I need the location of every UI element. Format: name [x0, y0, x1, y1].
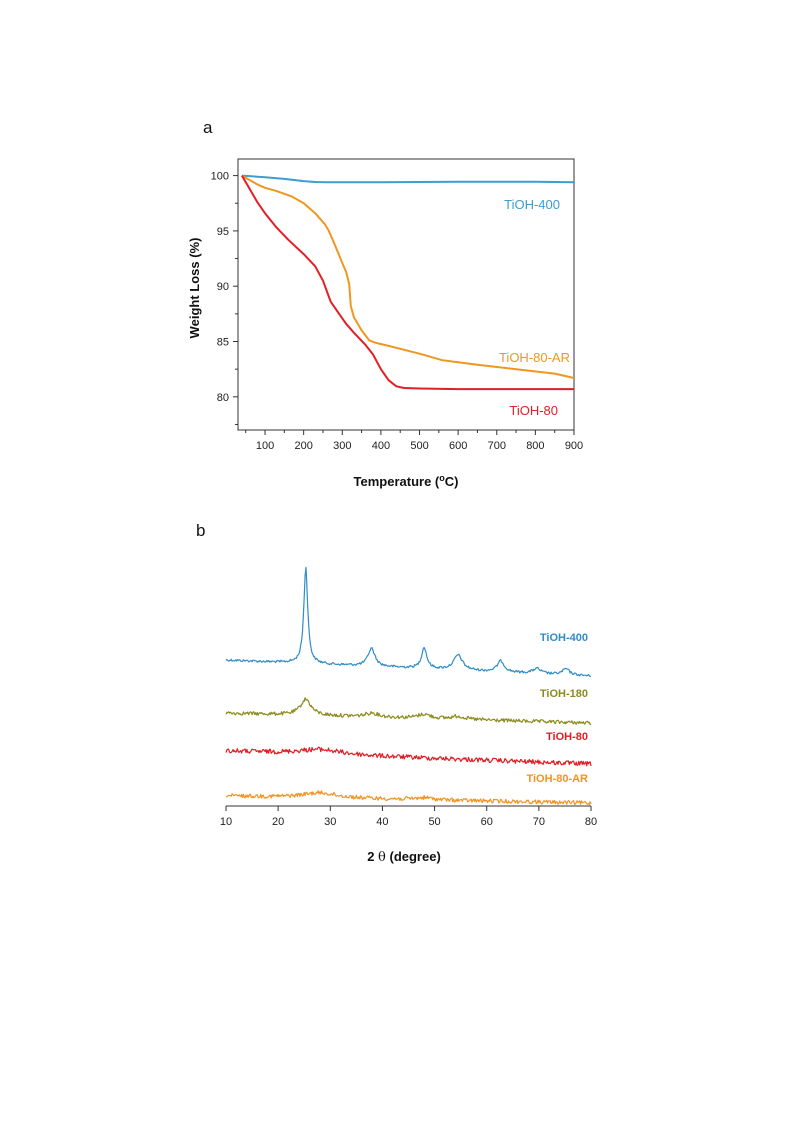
series-line-tioh-80-ar — [241, 174, 575, 379]
panel-a: a 100 200 300 400 500 600 700 800 90080859095100… — [187, 118, 583, 489]
panel-a-plot-frame — [237, 158, 575, 431]
panel-a-letter: a — [203, 118, 213, 137]
panel-a-y-axis-title: Weight Loss (%) — [187, 238, 202, 339]
panel-a-x-tick-label: 900 — [565, 440, 583, 452]
xrd-label-tioh-80: TiOH-80 — [546, 731, 588, 743]
panel-b-x-tick-label: 30 — [324, 816, 336, 828]
panel-a-y-tick-label: 80 — [217, 392, 229, 404]
panel-b-ticks: 10 20 30 40 50 60 70 80 — [220, 806, 597, 828]
panel-a-x-tick-label: 500 — [410, 440, 428, 452]
panel-a-x-tick-label: 700 — [488, 440, 506, 452]
series-line-tioh-400 — [241, 174, 575, 184]
panel-a-x-axis-title: Temperature (oC) — [354, 473, 459, 489]
panel-b-x-tick-label: 60 — [481, 816, 493, 828]
panel-a-series — [241, 174, 575, 391]
series-label-tioh-80-ar: TiOH-80-AR — [499, 350, 570, 365]
xrd-pattern-tioh-400 — [225, 566, 592, 678]
panel-b-x-axis-title: 2 θ (degree) — [367, 849, 441, 865]
panel-a-y-tick-label: 95 — [217, 226, 229, 238]
panel-a-x-tick-label: 400 — [372, 440, 390, 452]
panel-a-x-tick-label: 600 — [449, 440, 467, 452]
series-line-tioh-80 — [241, 175, 574, 391]
panel-b-x-tick-label: 40 — [376, 816, 388, 828]
xrd-label-tioh-400: TiOH-400 — [540, 632, 588, 644]
panel-a-x-tick-label: 800 — [526, 440, 544, 452]
panel-b-x-tick-label: 10 — [220, 816, 232, 828]
xrd-pattern-tioh-80-ar — [225, 790, 592, 806]
panel-a-x-tick-label: 300 — [333, 440, 351, 452]
xrd-label-tioh-180: TiOH-180 — [540, 688, 588, 700]
series-label-tioh-400: TiOH-400 — [504, 197, 560, 212]
panel-a-series-labels: TiOH-400 TiOH-80-AR TiOH-80 — [499, 197, 570, 418]
panel-a-y-tick-label: 100 — [211, 171, 229, 183]
panel-b-letter: b — [196, 521, 205, 540]
panel-b-series-labels: TiOH-400 TiOH-180 TiOH-80 TiOH-80-AR — [526, 632, 588, 785]
panel-b-series — [225, 566, 592, 806]
panel-b-x-tick-label: 50 — [428, 816, 440, 828]
xrd-pattern-tioh-180 — [225, 697, 592, 726]
xrd-pattern-tioh-80 — [225, 746, 592, 767]
panel-a-y-tick-label: 85 — [217, 337, 229, 349]
panel-b: b 10 20 30 40 50 60 70 80 TiOH-400TiOH-180TiOH-… — [196, 521, 597, 865]
panel-b-x-tick-label: 20 — [272, 816, 284, 828]
xrd-label-tioh-80-ar: TiOH-80-AR — [526, 773, 588, 785]
panel-a-x-tick-label: 200 — [294, 440, 312, 452]
panel-a-x-tick-label: 100 — [256, 440, 274, 452]
series-label-tioh-80: TiOH-80 — [509, 403, 558, 418]
panel-a-ticks: 100 200 300 400 500 600 700 800 900 80 85 90 95 100 — [211, 171, 584, 452]
panel-a-y-tick-label: 90 — [217, 281, 229, 293]
panel-b-x-tick-label: 80 — [585, 816, 597, 828]
panel-b-x-tick-label: 70 — [533, 816, 545, 828]
